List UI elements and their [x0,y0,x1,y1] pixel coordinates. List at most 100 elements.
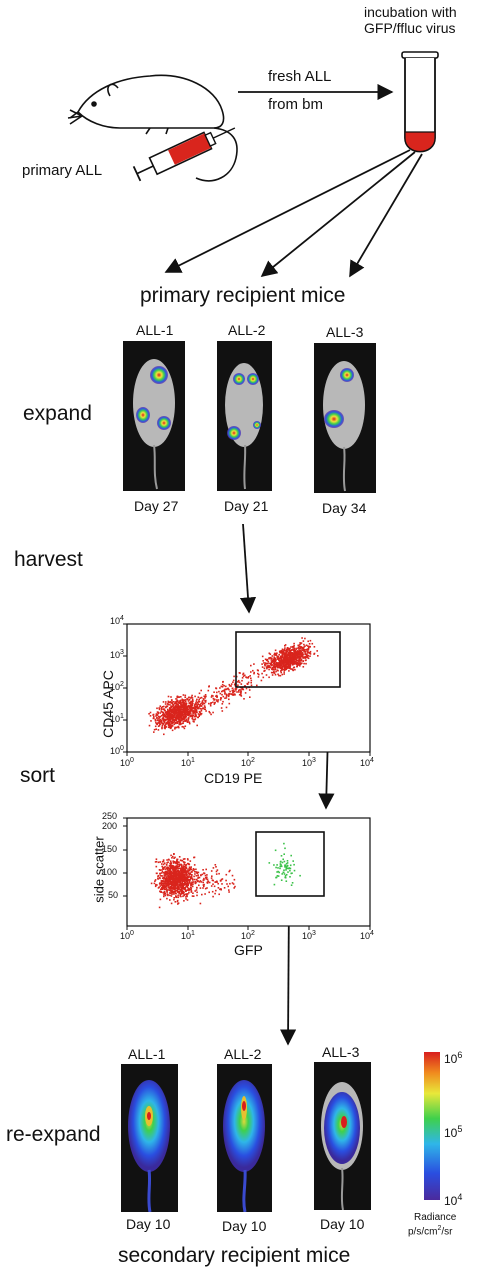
cytometry-event-dot [275,654,278,656]
cytometry-event-dot [198,714,201,716]
primary-mouse-image-2 [217,341,272,491]
cytometry-event-dot [304,653,307,655]
fan-arrows [164,149,423,278]
cytometry-event-dot [297,663,300,665]
cytometry-event-dot [298,645,301,648]
cytometry-event-dot [300,652,302,655]
plot1-x-tick-1: 101 [181,757,195,768]
cytometry-event-dot [185,702,188,705]
cytometry-event-dot [182,720,185,723]
cytometry-event-dot [218,690,220,693]
cytometry-event-dot [275,665,277,668]
cytometry-event-dot [177,878,180,880]
cytometry-event-dot [265,666,268,669]
cytometry-event-dot [180,879,183,881]
cytometry-event-dot [279,863,282,865]
cytometry-event-dot [285,656,288,659]
cytometry-event-dot [160,708,163,711]
cytometry-event-dot [185,873,188,875]
cytometry-event-dot [165,701,167,703]
cytometry-event-dot [174,713,176,715]
cytometry-event-dot [156,872,158,875]
cytometry-event-dot [167,726,170,729]
cytometry-event-dot [154,880,156,882]
cytometry-event-dot [163,727,166,729]
cytometry-event-dot [215,866,217,868]
cytometry-event-dot [273,864,275,866]
cytometry-event-dot [190,706,193,709]
cytometry-event-dot [180,702,182,705]
cytometry-event-dot [169,867,172,870]
cytometry-event-dot [204,893,206,895]
primary-all-label: primary ALL [22,162,103,179]
cytometry-event-dot [219,687,221,689]
cytometry-event-dot [186,889,188,891]
cytometry-event-dot [223,887,226,889]
cytometry-event-dot [185,867,187,870]
cytometry-event-dot [192,710,194,713]
cytometry-event-dot [182,895,184,898]
cytometry-event-dot [268,862,271,864]
cytometry-event-dot [220,888,222,891]
cytometry-event-dot [197,877,199,879]
cytometry-event-dot [272,664,274,666]
cytometry-event-dot [250,664,252,667]
cytometry-event-dot [212,695,214,697]
cytometry-event-dot [202,884,205,886]
cytometry-event-dot [295,658,298,661]
cytometry-event-dot [169,867,171,870]
cytometry-event-dot [157,874,160,877]
cytometry-event-dot [191,707,194,709]
cytometry-event-dot [190,884,192,886]
cytometry-event-dot [210,885,213,887]
cytometry-event-dot [167,703,169,706]
cytometry-event-dot [199,887,202,889]
cytometry-event-dot [176,899,179,902]
cytometry-event-dot [280,659,283,662]
cytometry-event-dot [166,713,169,716]
cytometry-event-dot [220,707,223,709]
primary-label-2: ALL-2 [228,322,266,338]
cytometry-event-dot [175,887,178,890]
cytometry-event-dot [250,684,253,687]
cytometry-event-dot [293,662,296,665]
cytometry-event-dot [283,662,286,664]
cytometry-event-dot [187,883,190,885]
cytometry-event-dot [292,656,294,658]
cytometry-event-dot [150,882,153,885]
cytometry-event-dot [281,653,284,655]
cytometry-event-dot [175,700,178,703]
cytometry-event-dot [180,706,183,708]
cytometry-event-dot [188,879,190,881]
cytometry-event-dot [191,714,193,716]
cytometry-event-dot [179,709,182,712]
cytometry-event-dot [263,670,265,672]
cytometry-event-dot [157,711,160,714]
cytometry-event-dot [301,653,303,656]
cytometry-event-dot [175,698,177,700]
cytometry-event-dot [299,643,302,645]
cytometry-event-dot [284,652,287,655]
cytometry-event-dot [177,706,179,708]
cytometry-event-dot [292,860,294,862]
cytometry-event-dot [173,853,175,855]
cytometry-event-dot [174,870,177,873]
cytometry-event-dot [187,709,189,711]
cytometry-event-dot [198,698,200,701]
cytometry-event-dot [163,886,165,889]
cytometry-event-dot [168,878,170,880]
cytometry-event-dot [172,860,174,862]
cytometry-event-dot [165,888,167,891]
cytometry-event-dot [275,876,277,879]
cytometry-event-dot [169,711,171,714]
cytometry-event-dot [277,657,279,660]
cytometry-event-dot [169,707,171,710]
cytometry-event-dot [160,881,163,883]
cytometry-event-dot [169,862,171,865]
cytometry-event-dot [176,863,179,866]
cytometry-event-dot [201,701,204,703]
cytometry-event-dot [290,872,292,875]
cytometry-event-dot [170,861,172,864]
cytometry-event-dot [163,880,166,882]
cytometry-event-dot [183,900,185,902]
